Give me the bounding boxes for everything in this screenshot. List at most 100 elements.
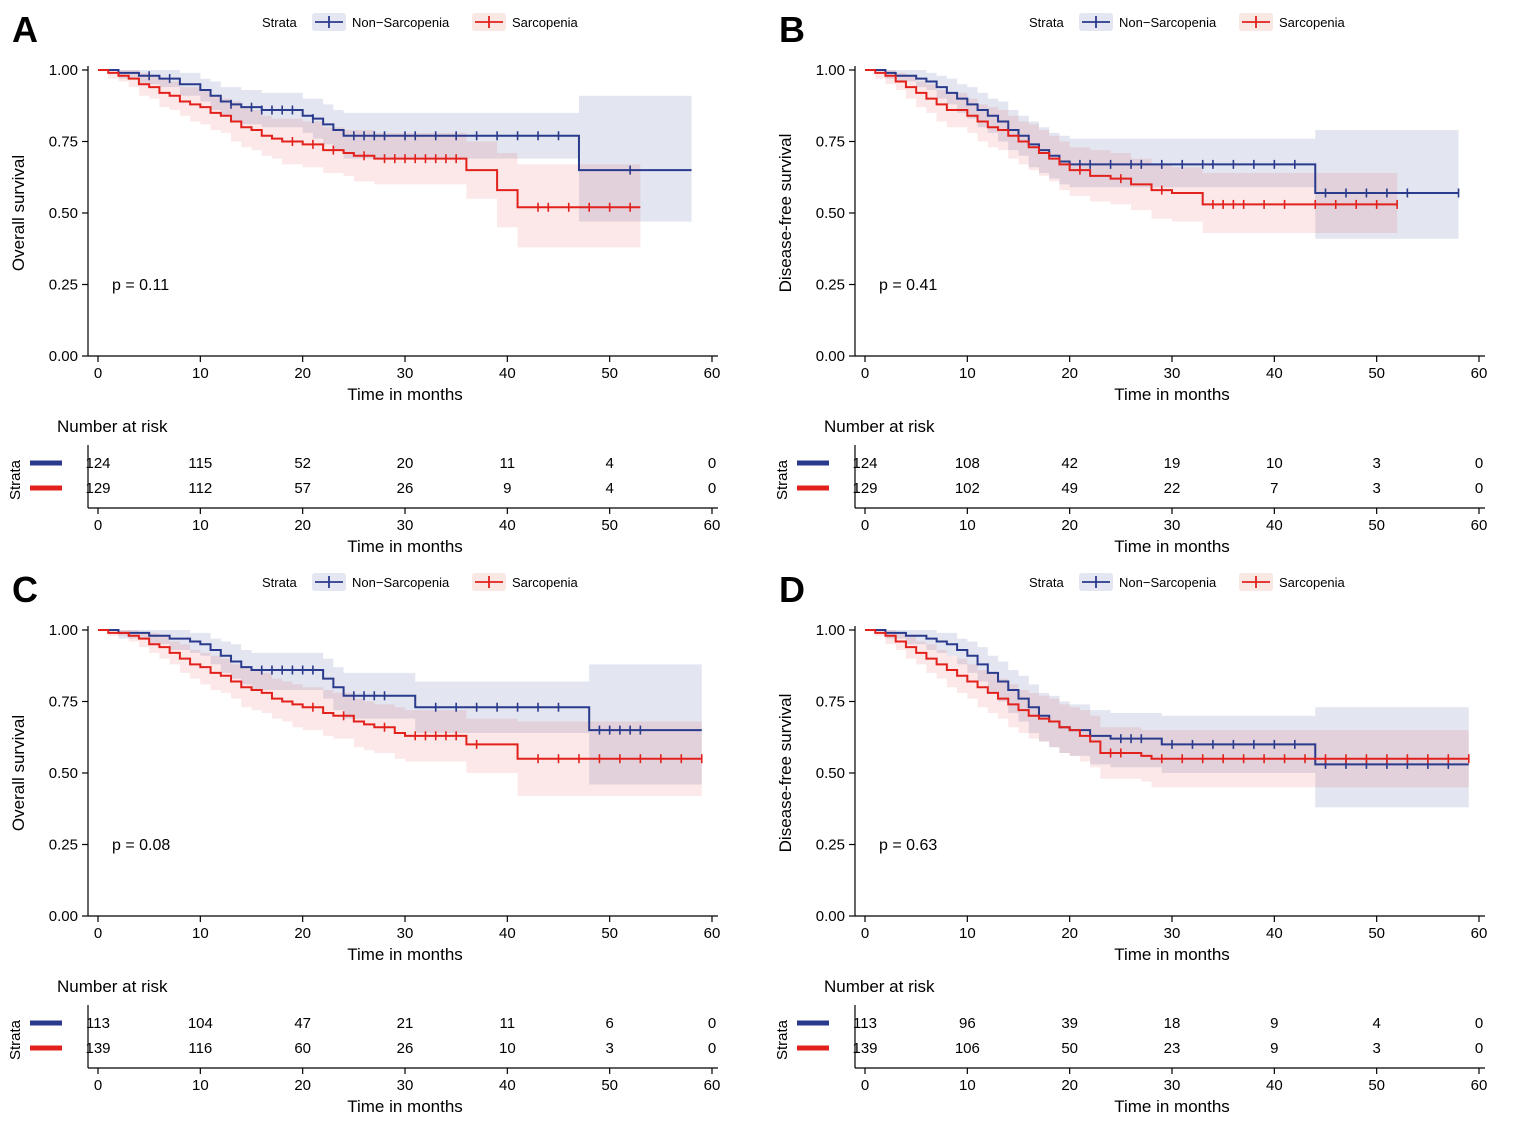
risk-x-tick-label: 0 [94,1077,102,1094]
risk-count: 3 [1372,455,1380,472]
risk-x-tick-label: 20 [294,517,311,534]
risk-x-tick-label: 10 [192,517,209,534]
risk-count: 19 [1164,455,1181,472]
x-axis-label: Time in months [347,385,463,404]
x-tick-label: 10 [192,925,209,942]
risk-count: 20 [397,455,414,472]
risk-strata-label: Strata [774,459,791,500]
risk-count: 124 [85,455,110,472]
risk-count: 116 [188,1040,212,1057]
p-value-label: p = 0.08 [112,837,170,854]
risk-count: 9 [503,480,511,497]
x-tick-label: 20 [1061,365,1078,382]
risk-table-title: Number at risk [57,977,168,996]
risk-x-tick-label: 50 [601,1077,618,1094]
risk-x-tick-label: 20 [294,1077,311,1094]
risk-count: 52 [294,455,311,472]
risk-count: 42 [1061,455,1078,472]
y-tick-label: 0.00 [49,348,78,365]
confidence-band-non-sarcopenia [865,70,1459,239]
risk-count: 96 [959,1015,976,1032]
risk-count: 49 [1061,480,1078,497]
y-tick-label: 0.00 [816,908,845,925]
risk-strata-label: Strata [7,1019,24,1060]
risk-x-tick-label: 20 [1061,1077,1078,1094]
legend-strata-label: Strata [1029,15,1064,30]
risk-x-tick-label: 10 [959,517,976,534]
legend-label-non-sarcopenia: Non−Sarcopenia [352,15,450,30]
y-tick-label: 0.50 [49,765,78,782]
risk-x-tick-label: 50 [601,517,618,534]
x-tick-label: 30 [1164,925,1181,942]
risk-strata-label: Strata [7,459,24,500]
risk-x-axis-label: Time in months [347,1097,463,1116]
risk-count: 4 [605,480,613,497]
risk-x-tick-label: 20 [1061,517,1078,534]
x-tick-label: 40 [1266,365,1283,382]
risk-count: 108 [955,455,980,472]
survival-curve-non-sarcopenia [865,69,1459,194]
x-tick-label: 10 [192,365,209,382]
p-value-label: p = 0.11 [112,277,169,294]
km-plot-A: A Strata Non−Sarcopenia Sarcopenia 0.00 0.25 0… [7,9,720,556]
risk-x-tick-label: 30 [1164,517,1181,534]
risk-x-tick-label: 30 [1164,1077,1181,1094]
y-tick-label: 1.00 [49,62,78,79]
risk-count: 0 [708,1040,716,1057]
risk-count: 23 [1164,1040,1181,1057]
x-tick-label: 60 [704,925,721,942]
risk-x-tick-label: 60 [704,1077,721,1094]
risk-x-tick-label: 30 [397,517,414,534]
risk-count: 0 [708,480,716,497]
risk-x-tick-label: 50 [1368,1077,1385,1094]
x-tick-label: 60 [1471,365,1488,382]
risk-table-title: Number at risk [824,417,935,436]
risk-count: 0 [1475,1040,1483,1057]
risk-count: 26 [397,1040,414,1057]
risk-x-tick-label: 40 [499,1077,516,1094]
y-tick-label: 0.50 [816,205,845,222]
risk-count: 18 [1164,1015,1181,1032]
risk-count: 104 [188,1015,213,1032]
risk-count: 113 [86,1015,110,1032]
risk-count: 10 [499,1040,516,1057]
legend-label-sarcopenia: Sarcopenia [512,15,579,30]
legend-strata-label: Strata [262,575,297,590]
risk-count: 106 [955,1040,980,1057]
risk-count: 115 [188,455,212,472]
x-axis-label: Time in months [1114,945,1230,964]
x-axis-label: Time in months [1114,385,1230,404]
y-tick-label: 0.25 [816,277,845,294]
panel-C: C Strata Non−Sarcopenia Sarcopenia 0.00 0.25 0… [0,560,767,1120]
panel-D: D Strata Non−Sarcopenia Sarcopenia 0.00 0.25 0… [767,560,1534,1120]
risk-count: 11 [500,455,516,472]
risk-x-tick-label: 0 [861,1077,869,1094]
y-tick-label: 0.75 [49,694,78,711]
x-tick-label: 40 [1266,925,1283,942]
km-plot-D: D Strata Non−Sarcopenia Sarcopenia 0.00 0.25 0… [774,569,1488,1116]
risk-x-tick-label: 40 [499,517,516,534]
risk-x-tick-label: 0 [94,517,102,534]
risk-count: 112 [188,480,212,497]
panel-label-C: C [12,569,38,610]
risk-count: 11 [500,1015,516,1032]
risk-x-tick-label: 60 [1471,1077,1488,1094]
p-value-label: p = 0.63 [879,837,937,854]
y-tick-label: 1.00 [816,622,845,639]
confidence-band-sarcopenia [865,630,1469,788]
y-tick-label: 0.75 [816,134,845,151]
x-tick-label: 10 [959,365,976,382]
panel-label-B: B [779,9,805,50]
x-tick-label: 40 [499,925,516,942]
y-tick-label: 1.00 [49,622,78,639]
risk-count: 26 [397,480,414,497]
survival-curve-non-sarcopenia [98,629,702,732]
legend-label-non-sarcopenia: Non−Sarcopenia [1119,15,1217,30]
risk-count: 3 [1372,1040,1380,1057]
x-tick-label: 50 [601,925,618,942]
x-tick-label: 60 [1471,925,1488,942]
risk-count: 22 [1164,480,1181,497]
risk-count: 9 [1270,1015,1278,1032]
risk-count: 6 [605,1015,613,1032]
